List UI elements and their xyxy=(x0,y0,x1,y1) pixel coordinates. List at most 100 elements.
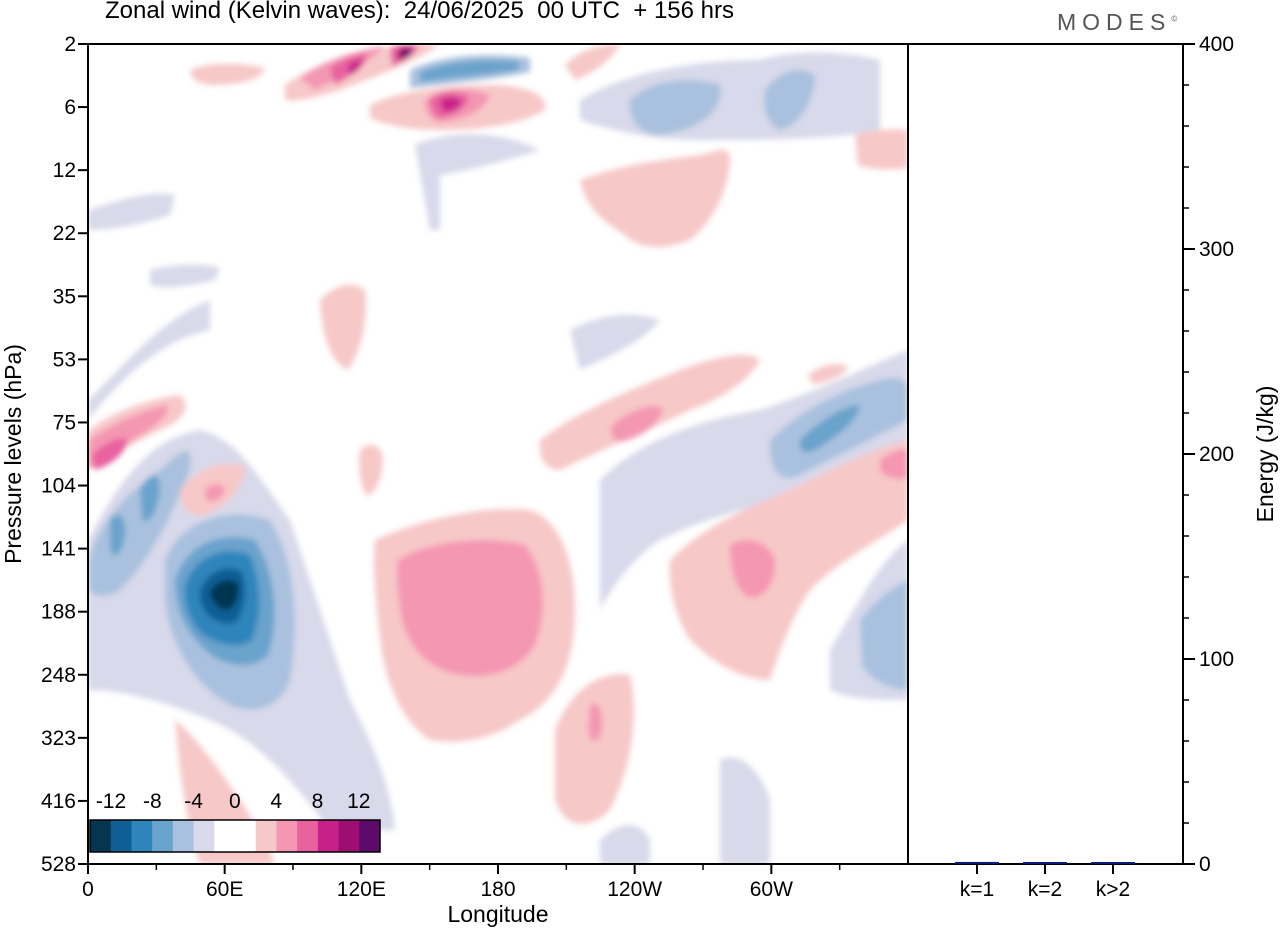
energy-y-axis: 0 100 200 300 400 xyxy=(1183,33,1234,876)
y-tick-label: 248 xyxy=(41,664,76,687)
energy-tick-label: 300 xyxy=(1199,238,1234,261)
y-axis-title: Pressure levels (hPa) xyxy=(0,344,26,564)
neg-strong-region xyxy=(799,405,860,453)
neg-weak-region xyxy=(600,825,650,864)
neg-weak-region xyxy=(88,193,175,230)
pos-strong-region xyxy=(402,50,410,57)
y-tick-label: 188 xyxy=(41,601,76,624)
energy-tick-label: 0 xyxy=(1199,853,1211,876)
colorbar-swatch xyxy=(317,820,340,852)
y-tick-label: 35 xyxy=(53,285,76,308)
colorbar-frame xyxy=(89,819,381,853)
pos-moderate-region xyxy=(205,484,225,502)
neg-strong-region xyxy=(420,60,520,82)
neg-strong-region xyxy=(140,475,160,521)
colorbar-swatch xyxy=(172,820,195,852)
colorbar-swatch xyxy=(235,820,257,852)
energy-x-tick-label: k>2 xyxy=(1096,878,1130,901)
y-tick-label: 12 xyxy=(53,159,76,182)
x-tick-label: 120E xyxy=(337,878,386,901)
colorbar-label: 0 xyxy=(229,790,241,813)
neg-moderate-region xyxy=(860,580,908,690)
pos-moderate-region xyxy=(730,540,776,598)
pos-weak-region xyxy=(320,284,366,370)
y-tick-label: 323 xyxy=(41,727,76,750)
energy-tick-label: 100 xyxy=(1199,648,1234,671)
pos-weak-region xyxy=(855,129,908,170)
pos-moderate-region xyxy=(397,540,543,677)
energy-bar xyxy=(1091,862,1135,864)
pos-weak-region xyxy=(565,44,620,80)
pos-moderate-region xyxy=(880,449,908,479)
pos-moderate-region xyxy=(588,703,603,742)
x-tick-label: 60W xyxy=(750,878,793,901)
energy-x-tick-label: k=2 xyxy=(1028,878,1062,901)
y-tick-label: 75 xyxy=(53,411,76,434)
colorbar-label: -4 xyxy=(184,790,203,813)
colorbar-swatch xyxy=(297,820,319,852)
pos-weak-region xyxy=(359,444,383,495)
x-tick-label: 0 xyxy=(82,878,94,901)
colorbar-swatch xyxy=(276,820,298,852)
brand-logo: MODES© xyxy=(1057,9,1178,35)
x-axis: 0 60E 120E 180 120W 60W xyxy=(82,864,841,901)
colorbar-label: -12 xyxy=(96,790,126,813)
x-tick-label: 180 xyxy=(480,878,515,901)
colorbar-swatch xyxy=(359,820,381,852)
y-tick-label: 416 xyxy=(41,790,76,813)
colorbar: -12 -8 -4 0 4 8 12 xyxy=(89,790,381,853)
pos-weak-region xyxy=(580,150,730,247)
pos-weak-region xyxy=(190,63,265,85)
neg-weak-region xyxy=(88,300,210,420)
energy-bars: k=1 k=2 k>2 xyxy=(955,861,1135,901)
neg-moderate-region xyxy=(629,80,721,135)
neg-weak-region xyxy=(570,314,660,370)
energy-bar xyxy=(1023,862,1067,864)
pos-moderate-region xyxy=(611,405,663,442)
energy-axis-title: Energy (J/kg) xyxy=(1252,386,1278,523)
colorbar-swatch xyxy=(193,820,215,852)
colorbar-label: 12 xyxy=(347,790,370,813)
neg-core-region xyxy=(210,579,239,610)
neg-strong-region xyxy=(110,515,126,555)
colorbar-swatch xyxy=(110,820,132,852)
y-tick-label: 141 xyxy=(41,538,76,561)
energy-bar xyxy=(955,861,999,864)
neg-moderate-region xyxy=(88,451,191,596)
chart-title: Zonal wind (Kelvin waves): 24/06/2025 00… xyxy=(105,0,734,24)
colorbar-swatch xyxy=(90,820,112,852)
energy-panel-frame xyxy=(907,43,1184,865)
energy-tick-label: 400 xyxy=(1199,33,1234,56)
colorbar-label: 8 xyxy=(312,790,324,813)
x-tick-label: 60E xyxy=(206,878,243,901)
colorbar-label: -8 xyxy=(143,790,162,813)
pos-weak-region xyxy=(669,440,908,680)
y-axis: 2 6 12 22 35 53 75 104 141 188 248 323 416 528 xyxy=(41,33,88,876)
neg-moderate-region xyxy=(764,70,815,130)
y-tick-label: 6 xyxy=(64,96,76,119)
neg-weak-region xyxy=(415,134,540,230)
colorbar-swatch xyxy=(338,820,360,852)
colorbar-label: 4 xyxy=(270,790,282,813)
y-tick-label: 53 xyxy=(53,348,76,371)
x-axis-title: Longitude xyxy=(447,901,548,927)
colorbar-swatch xyxy=(214,820,236,852)
y-tick-label: 2 xyxy=(64,33,76,56)
energy-x-tick-label: k=1 xyxy=(960,878,994,901)
pos-strong-region xyxy=(92,438,128,470)
colorbar-swatch xyxy=(152,820,174,852)
pos-weak-region xyxy=(808,364,848,384)
energy-tick-label: 200 xyxy=(1199,443,1234,466)
neg-weak-region xyxy=(720,757,770,864)
neg-weak-region xyxy=(150,264,220,288)
y-tick-label: 22 xyxy=(53,222,76,245)
colorbar-swatch xyxy=(131,820,153,852)
x-tick-label: 120W xyxy=(607,878,662,901)
colorbar-swatch xyxy=(255,820,277,852)
y-tick-label: 104 xyxy=(41,475,76,498)
y-tick-label: 528 xyxy=(41,853,76,876)
pos-weak-region xyxy=(555,674,634,824)
pos-strong-region xyxy=(440,96,462,112)
pos-strong-region xyxy=(348,59,364,75)
